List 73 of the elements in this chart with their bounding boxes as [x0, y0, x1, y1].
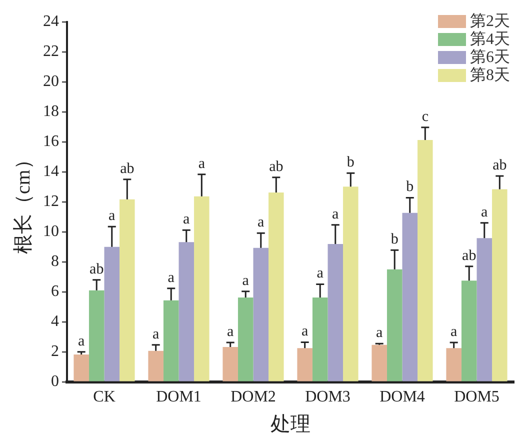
y-tick-label: 0: [51, 373, 59, 390]
y-tick-label: 14: [43, 163, 59, 180]
legend-label: 第4天: [470, 31, 510, 48]
data-label: a: [78, 333, 86, 350]
y-tick-label: 6: [51, 283, 59, 300]
data-label: ab: [462, 248, 476, 264]
bar: [88, 290, 104, 382]
bar: [163, 300, 179, 382]
data-label: b: [346, 154, 354, 171]
data-label: a: [450, 324, 458, 340]
bar: [238, 298, 254, 382]
data-label: ab: [492, 157, 507, 174]
bar: [253, 248, 269, 382]
y-tick-label: 22: [43, 43, 59, 60]
y-axis-title: 根长（cm）: [12, 150, 34, 254]
bar: [178, 242, 194, 382]
data-label: a: [376, 325, 384, 342]
y-tick-label: 4: [51, 313, 59, 330]
y-tick-label: 10: [43, 223, 59, 240]
bar: [461, 280, 477, 382]
data-label: b: [390, 232, 398, 248]
x-axis-title: 处理: [270, 413, 310, 436]
y-tick-label: 18: [43, 103, 59, 120]
data-label: b: [406, 179, 414, 196]
bar: [74, 354, 89, 382]
bar: [312, 298, 328, 382]
data-label: a: [183, 212, 190, 228]
data-label: a: [481, 204, 488, 220]
x-tick-label: DOM3: [305, 388, 350, 406]
x-tick-label: DOM5: [454, 388, 500, 406]
bar: [120, 199, 135, 382]
x-tick-label: DOM1: [156, 388, 202, 406]
bar: [104, 246, 120, 382]
x-tick-label: DOM4: [380, 388, 425, 406]
data-label: a: [332, 206, 340, 222]
legend-label: 第6天: [470, 49, 510, 66]
data-label: ab: [120, 160, 134, 177]
x-tick-label: CK: [93, 388, 116, 406]
data-label: a: [198, 156, 206, 172]
bar: [492, 189, 508, 382]
y-tick-label: 16: [43, 133, 59, 150]
bar: [418, 140, 433, 382]
bar: [222, 347, 238, 382]
data-label: a: [258, 214, 265, 231]
legend-label: 第2天: [470, 13, 510, 30]
data-label: a: [168, 270, 175, 286]
data-label: ab: [269, 158, 284, 175]
data-label: a: [302, 324, 309, 340]
y-tick-label: 2: [51, 343, 59, 360]
x-tick-label: DOM2: [230, 388, 276, 406]
bar: [328, 244, 344, 382]
y-tick-label: 12: [43, 193, 59, 210]
data-label: a: [242, 272, 250, 289]
bar: [372, 344, 387, 382]
bar: [194, 196, 210, 382]
y-tick-label: 20: [43, 73, 59, 90]
data-label: c: [422, 108, 429, 125]
data-label: a: [316, 266, 324, 282]
bar: [343, 186, 358, 382]
y-tick-label: 24: [43, 13, 59, 30]
y-tick-label: 8: [51, 253, 59, 270]
data-label: a: [227, 324, 234, 340]
bar: [446, 348, 462, 382]
bar: [268, 192, 284, 382]
data-label: a: [108, 208, 116, 224]
bar: [402, 212, 418, 382]
bar: [297, 348, 312, 382]
data-label: ab: [90, 261, 104, 278]
bar: [386, 269, 402, 382]
legend-label: 第8天: [470, 67, 510, 84]
data-label: a: [152, 326, 160, 342]
bar: [476, 238, 492, 382]
bar: [148, 350, 164, 382]
